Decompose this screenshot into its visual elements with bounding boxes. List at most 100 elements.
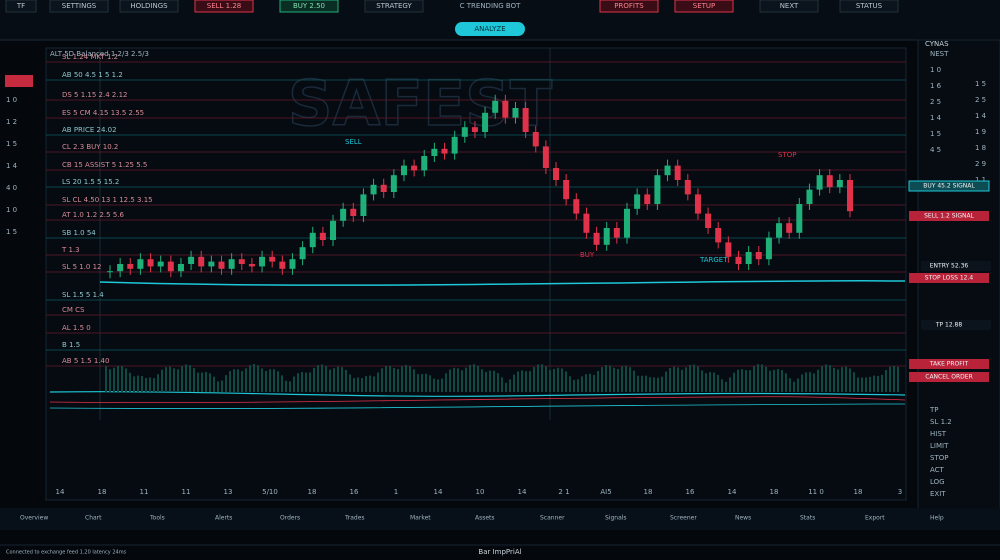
- volume-bar: [641, 375, 643, 392]
- side-tick: 1 0: [6, 96, 17, 104]
- volume-bar: [305, 372, 307, 392]
- volume-bar: [281, 375, 283, 392]
- volume-bar: [809, 372, 811, 392]
- candle: [765, 237, 772, 260]
- panel-item: TP: [929, 406, 939, 414]
- volume-bar: [813, 373, 815, 392]
- top-button[interactable]: [49, 0, 109, 13]
- volume-bar: [817, 369, 819, 392]
- candle: [725, 242, 732, 257]
- volume-bar: [581, 376, 583, 392]
- level-label: SL 5 1.0 12: [62, 263, 102, 271]
- volume-bar: [629, 367, 631, 392]
- top-button[interactable]: [119, 0, 179, 13]
- time-label: 10: [476, 488, 485, 496]
- level-label: T 1.3: [61, 246, 80, 254]
- top-button[interactable]: [5, 0, 37, 13]
- volume-bar: [177, 369, 179, 392]
- candle: [492, 100, 499, 113]
- volume-bar: [473, 364, 475, 392]
- volume-bar: [377, 372, 379, 392]
- candle: [755, 252, 762, 260]
- toolbar-item[interactable]: Chart: [85, 515, 102, 522]
- candle: [603, 228, 610, 245]
- panel-tag[interactable]: [909, 372, 989, 382]
- candle: [836, 180, 843, 188]
- top-button[interactable]: [599, 0, 659, 13]
- toolbar-item[interactable]: Help: [930, 515, 944, 522]
- toolbar-item[interactable]: Market: [410, 515, 431, 522]
- toolbar-item[interactable]: Trades: [344, 515, 365, 522]
- volume-bar: [769, 370, 771, 392]
- volume-bar: [793, 381, 795, 392]
- toolbar-item[interactable]: Orders: [280, 515, 300, 522]
- toolbar-item[interactable]: Tools: [149, 515, 165, 522]
- volume-bar: [729, 377, 731, 392]
- panel-tag[interactable]: [909, 359, 989, 369]
- candle: [380, 184, 387, 192]
- panel-tag[interactable]: [909, 273, 989, 283]
- top-button[interactable]: [839, 0, 899, 13]
- volume-bar: [217, 381, 219, 392]
- volume-bar: [381, 368, 383, 392]
- volume-bar: [789, 378, 791, 392]
- panel-tag[interactable]: [921, 320, 991, 330]
- volume-bar: [829, 365, 831, 392]
- volume-bar: [673, 366, 675, 392]
- time-label: 14: [518, 488, 527, 496]
- time-label: 18: [854, 488, 863, 496]
- top-button[interactable]: [759, 0, 819, 13]
- volume-bar: [141, 376, 143, 392]
- candle: [370, 184, 377, 195]
- analyze-button[interactable]: [455, 22, 525, 36]
- top-button[interactable]: [194, 0, 254, 13]
- candle: [482, 112, 489, 132]
- volume-bar: [505, 382, 507, 392]
- toolbar-item[interactable]: Scanner: [540, 515, 565, 522]
- toolbar-item[interactable]: Export: [865, 515, 885, 522]
- candle: [400, 165, 407, 176]
- toolbar: [0, 508, 1000, 530]
- panel-item: 1 6: [930, 82, 942, 90]
- toolbar-item[interactable]: Overview: [20, 515, 48, 522]
- panel-item: LOG: [930, 478, 945, 486]
- volume-bar: [669, 368, 671, 392]
- panel-tag[interactable]: [908, 180, 990, 192]
- candle: [127, 264, 134, 269]
- toolbar-item[interactable]: Screener: [670, 515, 697, 522]
- candle: [613, 228, 620, 238]
- top-button[interactable]: [674, 0, 734, 13]
- volume-bar: [557, 367, 559, 392]
- volume-bar: [237, 369, 239, 392]
- time-label: 11: [140, 488, 149, 496]
- side-tick: 1 4: [6, 162, 18, 170]
- volume-bar: [549, 369, 551, 392]
- panel-tag[interactable]: [909, 211, 989, 221]
- volume-bar: [613, 367, 615, 392]
- candle: [816, 175, 823, 190]
- panel-item: STOP: [930, 454, 948, 462]
- volume-bar: [785, 373, 787, 392]
- candle: [107, 271, 113, 273]
- top-button[interactable]: [364, 0, 424, 13]
- candle: [826, 175, 833, 188]
- top-button-label: NEXT: [780, 2, 799, 10]
- toolbar-item[interactable]: Signals: [605, 515, 627, 522]
- candle: [198, 256, 205, 267]
- toolbar-item[interactable]: Stats: [800, 515, 815, 522]
- volume-bar: [145, 377, 147, 392]
- volume-bar: [777, 369, 779, 392]
- volume-bar: [129, 372, 131, 392]
- panel-tag[interactable]: [921, 261, 991, 271]
- volume-bar: [249, 365, 251, 392]
- candle: [694, 194, 701, 214]
- top-button[interactable]: [279, 0, 339, 13]
- toolbar-item[interactable]: Alerts: [215, 515, 232, 522]
- volume-bar: [453, 367, 455, 392]
- volume-bar: [445, 373, 447, 392]
- candle: [289, 259, 296, 269]
- time-label: 18: [770, 488, 779, 496]
- volume-bar: [881, 374, 883, 392]
- toolbar-item[interactable]: News: [735, 515, 751, 522]
- toolbar-item[interactable]: Assets: [475, 515, 495, 522]
